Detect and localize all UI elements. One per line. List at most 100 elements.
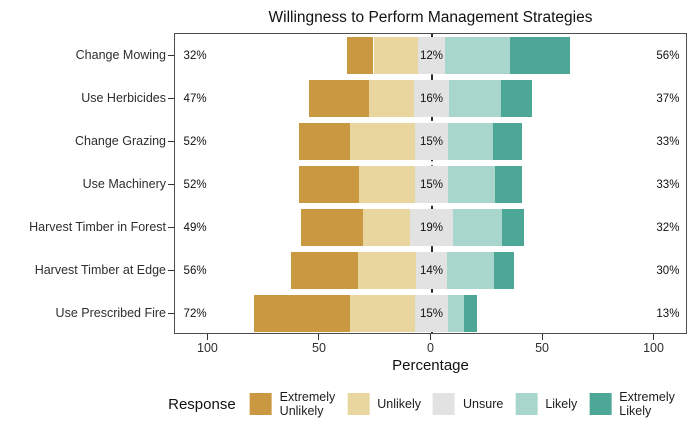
bar-segment-extremely_likely-use-herbicides <box>500 80 532 117</box>
right-total-label-change-grazing: 33% <box>656 135 680 148</box>
bar-segment-extremely_likely-harvest-timber-at-edge <box>493 252 514 289</box>
legend-item-unlikely: Unlikely <box>347 393 421 415</box>
bar-segment-unsure-harvest-timber-in-forest <box>410 209 453 246</box>
bar-segment-unlikely-change-mowing <box>373 37 419 74</box>
x-tick-label-0: 100 <box>197 341 218 355</box>
bar-segment-likely-harvest-timber-at-edge <box>447 252 494 289</box>
bar-segment-extremely_unlikely-change-mowing <box>346 37 374 74</box>
legend-label-extremely-likely: Extremely Likely <box>619 390 675 418</box>
category-label-harvest-timber-in-forest: Harvest Timber in Forest <box>29 219 166 234</box>
bar-segment-extremely_unlikely-use-prescribed-fire <box>254 295 351 332</box>
left-total-label-use-machinery: 52% <box>183 178 207 191</box>
bar-segment-extremely_unlikely-change-grazing <box>298 123 351 160</box>
legend-title: Response <box>168 395 236 413</box>
category-label-use-machinery: Use Machinery <box>82 176 166 191</box>
x-tick-2 <box>430 334 431 340</box>
y-tick-harvest-timber-in-forest <box>168 226 174 228</box>
bar-segment-extremely_likely-change-mowing <box>509 37 570 74</box>
bar-segment-unsure-use-prescribed-fire <box>414 295 449 332</box>
bar-segment-unlikely-use-prescribed-fire <box>350 295 415 332</box>
x-tick-label-4: 100 <box>643 341 664 355</box>
y-tick-use-machinery <box>168 183 174 185</box>
bar-segment-unsure-change-mowing <box>418 37 445 74</box>
x-tick-label-1: 50 <box>312 341 326 355</box>
legend-swatch-unsure <box>433 393 456 415</box>
x-tick-0 <box>206 334 208 340</box>
left-total-label-change-grazing: 52% <box>183 135 207 148</box>
bar-segment-extremely_unlikely-harvest-timber-in-forest <box>301 209 364 246</box>
x-tick-4 <box>653 334 655 340</box>
unsure-label-use-prescribed-fire: 15% <box>419 307 444 320</box>
bar-segment-extremely_likely-use-machinery <box>495 166 522 203</box>
right-total-label-use-herbicides: 37% <box>656 92 680 105</box>
bar-segment-extremely_unlikely-use-herbicides <box>308 80 370 117</box>
right-total-label-harvest-timber-at-edge: 30% <box>656 264 680 277</box>
bar-segment-unlikely-harvest-timber-in-forest <box>363 209 411 246</box>
bar-segment-unlikely-harvest-timber-at-edge <box>357 252 416 289</box>
legend: Response Extremely Unlikely Unlikely Unsur… <box>168 390 675 418</box>
x-axis-label: Percentage <box>392 357 469 374</box>
legend-swatch-unlikely <box>347 393 370 415</box>
x-tick-3 <box>541 334 543 340</box>
legend-label-unlikely: Unlikely <box>377 397 422 411</box>
legend-item-likely: Likely <box>515 393 577 415</box>
right-total-label-use-prescribed-fire: 13% <box>656 307 680 320</box>
legend-item-extremely-likely: Extremely Likely <box>589 390 675 418</box>
category-label-change-grazing: Change Grazing <box>74 133 166 148</box>
legend-label-unsure: Unsure <box>463 397 504 411</box>
left-total-label-use-herbicides: 47% <box>183 92 207 105</box>
bar-segment-likely-harvest-timber-in-forest <box>452 209 502 246</box>
legend-label-extremely-unlikely: Extremely Unlikely <box>279 390 336 418</box>
bar-segment-unsure-change-grazing <box>414 123 449 160</box>
left-total-label-harvest-timber-at-edge: 56% <box>183 264 207 277</box>
category-label-harvest-timber-at-edge: Harvest Timber at Edge <box>34 262 166 277</box>
bar-segment-unsure-harvest-timber-at-edge <box>415 252 448 289</box>
unsure-label-use-machinery: 15% <box>419 178 444 191</box>
right-total-label-harvest-timber-in-forest: 32% <box>656 221 680 234</box>
bar-segment-unlikely-use-herbicides <box>369 80 414 117</box>
category-label-change-mowing: Change Mowing <box>75 47 166 62</box>
bar-segment-likely-change-grazing <box>448 123 493 160</box>
left-total-label-change-mowing: 32% <box>183 49 207 62</box>
x-tick-label-3: 50 <box>535 341 549 355</box>
bar-segment-unsure-use-machinery <box>414 166 449 203</box>
bar-segment-unlikely-change-grazing <box>350 123 415 160</box>
right-total-label-use-machinery: 33% <box>656 178 680 191</box>
bar-segment-unlikely-use-machinery <box>359 166 415 203</box>
left-total-label-harvest-timber-in-forest: 49% <box>183 221 207 234</box>
right-total-label-change-mowing: 56% <box>656 49 680 62</box>
y-tick-change-grazing <box>168 140 174 142</box>
y-tick-use-herbicides <box>168 97 174 99</box>
bar-segment-unsure-use-herbicides <box>413 80 450 117</box>
bar-segment-extremely_likely-harvest-timber-in-forest <box>501 209 525 246</box>
bar-segment-likely-use-prescribed-fire <box>448 295 464 332</box>
unsure-label-harvest-timber-in-forest: 19% <box>419 221 444 234</box>
bar-segment-extremely_likely-use-prescribed-fire <box>463 295 478 332</box>
x-tick-1 <box>318 334 320 340</box>
legend-label-likely: Likely <box>545 397 578 411</box>
legend-swatch-extremely-unlikely <box>249 393 272 415</box>
unsure-label-change-mowing: 12% <box>419 49 444 62</box>
legend-item-unsure: Unsure <box>433 393 503 415</box>
y-tick-use-prescribed-fire <box>168 312 174 314</box>
category-label-use-herbicides: Use Herbicides <box>81 90 166 105</box>
chart-title: Willingness to Perform Management Strate… <box>268 9 593 26</box>
bar-segment-likely-use-herbicides <box>449 80 501 117</box>
y-tick-change-mowing <box>168 54 174 56</box>
unsure-label-change-grazing: 15% <box>419 135 444 148</box>
left-total-label-use-prescribed-fire: 72% <box>183 307 207 320</box>
bar-segment-likely-change-mowing <box>444 37 510 74</box>
y-tick-harvest-timber-at-edge <box>168 269 174 271</box>
category-label-use-prescribed-fire: Use Prescribed Fire <box>55 305 166 320</box>
unsure-label-harvest-timber-at-edge: 14% <box>419 264 444 277</box>
bar-segment-extremely_unlikely-use-machinery <box>298 166 359 203</box>
bar-segment-extremely_likely-change-grazing <box>492 123 522 160</box>
legend-swatch-likely <box>515 393 538 415</box>
x-tick-label-2: 0 <box>427 341 434 355</box>
bar-segment-likely-use-machinery <box>448 166 496 203</box>
legend-item-extremely-unlikely: Extremely Unlikely <box>249 390 336 418</box>
unsure-label-use-herbicides: 16% <box>419 92 444 105</box>
bar-segment-extremely_unlikely-harvest-timber-at-edge <box>290 252 358 289</box>
plot-panel: 32% 12% 56% 47% 16% 37% 52% 15% 33% 52% 15% 33% 49% 1… <box>174 33 687 334</box>
